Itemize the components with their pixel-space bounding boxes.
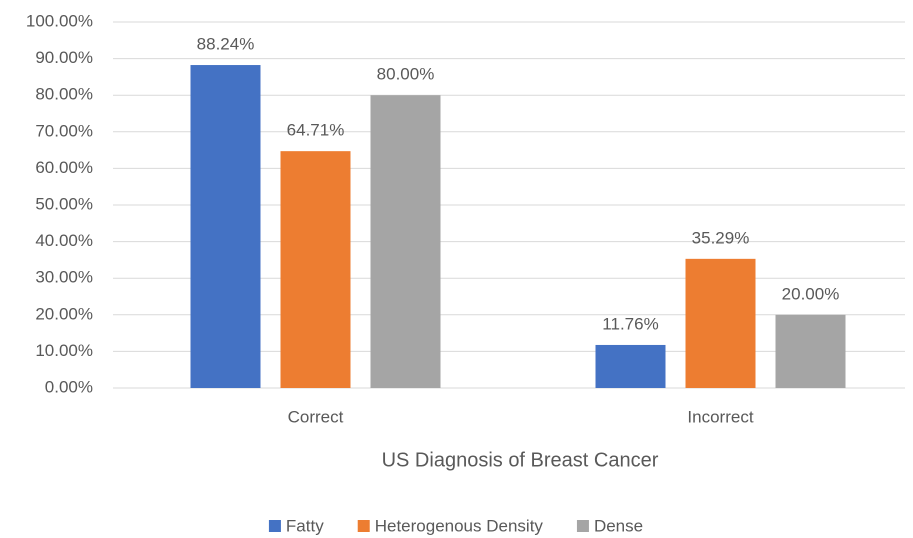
bar [370, 95, 441, 388]
y-tick-label: 40.00% [35, 231, 93, 250]
legend-label: Fatty [286, 516, 324, 535]
data-label: 88.24% [197, 35, 255, 54]
y-tick-label: 80.00% [35, 85, 93, 104]
x-tick-label: Correct [288, 407, 344, 426]
y-tick-label: 20.00% [35, 304, 93, 323]
data-label: 64.71% [287, 121, 345, 140]
bar [190, 65, 261, 389]
y-tick-label: 90.00% [35, 48, 93, 67]
data-label: 11.76% [602, 314, 658, 333]
bar [280, 151, 351, 388]
y-tick-label: 70.00% [35, 121, 93, 140]
legend-label: Dense [594, 516, 643, 535]
data-label: 35.29% [692, 228, 750, 247]
bar [595, 344, 666, 388]
data-label: 20.00% [782, 284, 840, 303]
y-tick-label: 0.00% [45, 377, 93, 396]
y-tick-label: 100.00% [26, 11, 93, 30]
bar [775, 314, 846, 388]
bar [685, 258, 756, 388]
y-tick-label: 10.00% [35, 341, 93, 360]
x-axis-title: US Diagnosis of Breast Cancer [382, 449, 659, 471]
legend-swatch [268, 520, 281, 532]
y-tick-label: 50.00% [35, 194, 93, 213]
x-tick-label: Incorrect [687, 407, 753, 426]
data-label: 80.00% [377, 65, 435, 84]
legend-swatch [357, 520, 370, 532]
y-tick-label: 60.00% [35, 158, 93, 177]
legend-label: Heterogenous Density [375, 516, 544, 535]
legend-swatch [576, 520, 589, 532]
y-tick-label: 30.00% [35, 268, 93, 287]
